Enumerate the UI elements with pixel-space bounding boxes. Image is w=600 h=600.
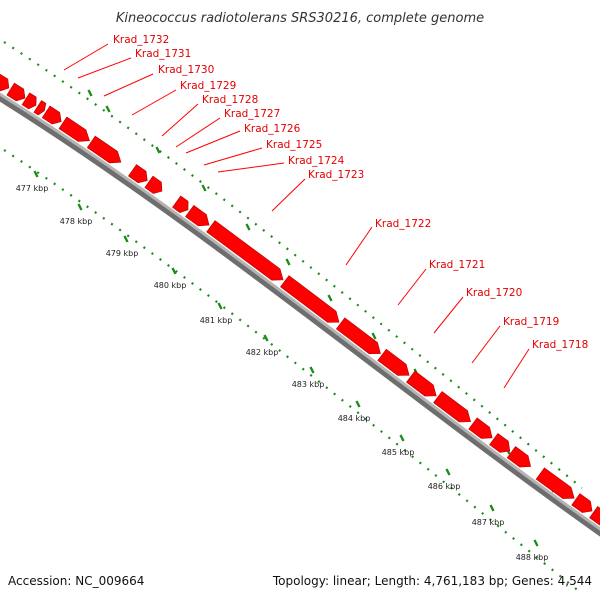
gene-label-krad-1729[interactable]: Krad_1729 (180, 80, 236, 92)
ruler-tick-label: 483 kbp (292, 380, 325, 389)
ruler-tick-label: 487 kbp (472, 518, 505, 527)
gene-label-krad-1721[interactable]: Krad_1721 (429, 259, 485, 271)
leader-line (433, 296, 464, 334)
gene-labels: Krad_1732 Krad_1731 Krad_1730 Krad_1729 … (63, 34, 588, 389)
ruler-major-tick (201, 184, 207, 192)
topology-text: Topology: linear; Length: 4,761,183 bp; … (272, 574, 592, 588)
leader-line (271, 178, 306, 212)
ruler-major-tick (263, 334, 269, 342)
gene-features (0, 73, 600, 526)
leader-line (185, 130, 241, 154)
gene-arrow[interactable] (433, 391, 475, 427)
gene-label-krad-1718[interactable]: Krad_1718 (532, 339, 588, 351)
gene-arrow[interactable] (41, 105, 65, 128)
gene-label-krad-1726[interactable]: Krad_1726 (244, 123, 301, 135)
ruler-major-tick (217, 302, 223, 310)
ruler-major-tick (285, 258, 291, 266)
ruler-tick-label: 486 kbp (428, 482, 461, 491)
leader-line (345, 226, 373, 266)
gene-arrow[interactable] (535, 467, 578, 504)
gene-arrow[interactable] (128, 164, 151, 187)
ruler-tick-label: 478 kbp (60, 217, 93, 226)
gene-arrow[interactable] (377, 348, 414, 381)
gene-label-krad-1722[interactable]: Krad_1722 (375, 218, 431, 230)
gene-arrow[interactable] (571, 493, 596, 517)
gene-label-krad-1725[interactable]: Krad_1725 (266, 139, 322, 151)
leader-line (175, 117, 221, 148)
ruler-tick-label: 482 kbp (246, 348, 279, 357)
inner-major-ticks (33, 170, 539, 547)
map-title: Kineococcus radiotolerans SRS30216, comp… (116, 11, 484, 26)
leader-line (63, 43, 109, 71)
gene-label-krad-1719[interactable]: Krad_1719 (503, 316, 559, 328)
genome-backbone (0, 92, 600, 531)
genome-backbone-shadow (0, 94, 600, 537)
ruler-major-tick (445, 468, 451, 476)
ruler-major-tick (399, 434, 405, 442)
leader-line (203, 147, 263, 166)
accession-text: Accession: NC_009664 (8, 574, 144, 588)
ruler-major-tick (309, 366, 315, 374)
ruler-tick-label: 488 kbp (516, 553, 549, 562)
gene-label-krad-1731[interactable]: Krad_1731 (135, 48, 191, 60)
gene-arrow[interactable] (0, 73, 13, 94)
gene-label-krad-1727[interactable]: Krad_1727 (224, 108, 280, 120)
gene-arrow[interactable] (489, 433, 514, 456)
ruler-major-tick (87, 89, 93, 97)
leader-line (103, 73, 154, 97)
ruler-major-tick (155, 146, 161, 154)
ruler-major-tick (33, 170, 39, 178)
leader-line (503, 348, 530, 389)
ruler-tick-label: 477 kbp (16, 184, 49, 193)
ruler-major-tick (171, 267, 177, 275)
ruler-tick-label: 479 kbp (106, 249, 139, 258)
gene-arrow[interactable] (172, 195, 193, 216)
gene-arrow[interactable] (144, 175, 166, 197)
gene-arrow[interactable] (21, 92, 40, 111)
leader-line (397, 268, 427, 306)
leader-line (131, 89, 177, 116)
ruler-tick-label: 480 kbp (154, 281, 187, 290)
gene-arrow[interactable] (406, 370, 440, 401)
ruler-major-tick (489, 504, 495, 512)
tick-labels: 477 kbp 478 kbp 479 kbp 480 kbp 481 kbp 482 k… (16, 184, 549, 562)
gene-arrow[interactable] (58, 116, 93, 146)
ruler-tick-label: 484 kbp (338, 414, 371, 423)
ruler-tick-label: 485 kbp (382, 448, 415, 457)
ruler-major-tick (371, 332, 377, 340)
leader-line (217, 162, 285, 173)
gene-arrow[interactable] (206, 220, 288, 286)
gene-label-krad-1730[interactable]: Krad_1730 (158, 64, 214, 76)
leader-line (471, 325, 501, 364)
gene-arrow[interactable] (468, 417, 497, 444)
gene-arrow[interactable] (6, 82, 29, 104)
gene-arrow[interactable] (335, 317, 384, 359)
leader-line (161, 103, 199, 137)
gene-arrow[interactable] (33, 100, 48, 116)
leader-line (77, 57, 132, 79)
gene-arrow[interactable] (185, 204, 214, 230)
ruler-major-tick (245, 223, 251, 231)
gene-arrow[interactable] (506, 446, 535, 473)
ruler-major-tick (355, 400, 361, 408)
gene-label-krad-1732[interactable]: Krad_1732 (113, 34, 169, 46)
ruler-major-tick (327, 294, 333, 302)
ruler-major-tick (77, 203, 83, 211)
gene-arrow[interactable] (280, 275, 344, 328)
gene-label-krad-1720[interactable]: Krad_1720 (466, 287, 522, 299)
ruler-major-tick (123, 235, 129, 243)
gene-arrow[interactable] (86, 135, 125, 168)
ruler-major-tick (105, 105, 111, 113)
ruler-major-tick (533, 539, 539, 547)
gene-label-krad-1728[interactable]: Krad_1728 (202, 94, 258, 106)
gene-label-krad-1723[interactable]: Krad_1723 (308, 169, 364, 181)
ruler-tick-label: 481 kbp (200, 316, 233, 325)
gene-label-krad-1724[interactable]: Krad_1724 (288, 155, 345, 167)
outer-ruler-track (3, 41, 583, 489)
inner-ruler-track (3, 149, 581, 593)
